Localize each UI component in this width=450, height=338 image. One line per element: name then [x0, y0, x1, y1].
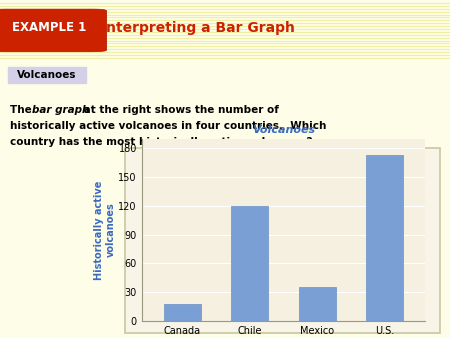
- Text: Interpreting a Bar Graph: Interpreting a Bar Graph: [101, 21, 295, 35]
- Bar: [164, 304, 201, 321]
- Text: historically active volcanoes in four countries.  Which: historically active volcanoes in four co…: [10, 121, 326, 131]
- Text: Volcanoes: Volcanoes: [17, 70, 77, 80]
- Text: EXAMPLE 1: EXAMPLE 1: [12, 22, 86, 34]
- Bar: [125, 148, 440, 333]
- FancyBboxPatch shape: [0, 9, 107, 52]
- Bar: [231, 206, 268, 321]
- Text: The: The: [10, 105, 36, 115]
- Text: country has the most historically active volcanoes?: country has the most historically active…: [10, 137, 312, 147]
- Y-axis label: Historically active
volcanoes: Historically active volcanoes: [94, 180, 116, 280]
- Text: at the right shows the number of: at the right shows the number of: [80, 105, 279, 115]
- Bar: [8, 67, 86, 83]
- Bar: [366, 155, 403, 321]
- Bar: [299, 288, 336, 321]
- Text: bar graph: bar graph: [32, 105, 90, 115]
- Title: Volcanoes: Volcanoes: [252, 125, 315, 135]
